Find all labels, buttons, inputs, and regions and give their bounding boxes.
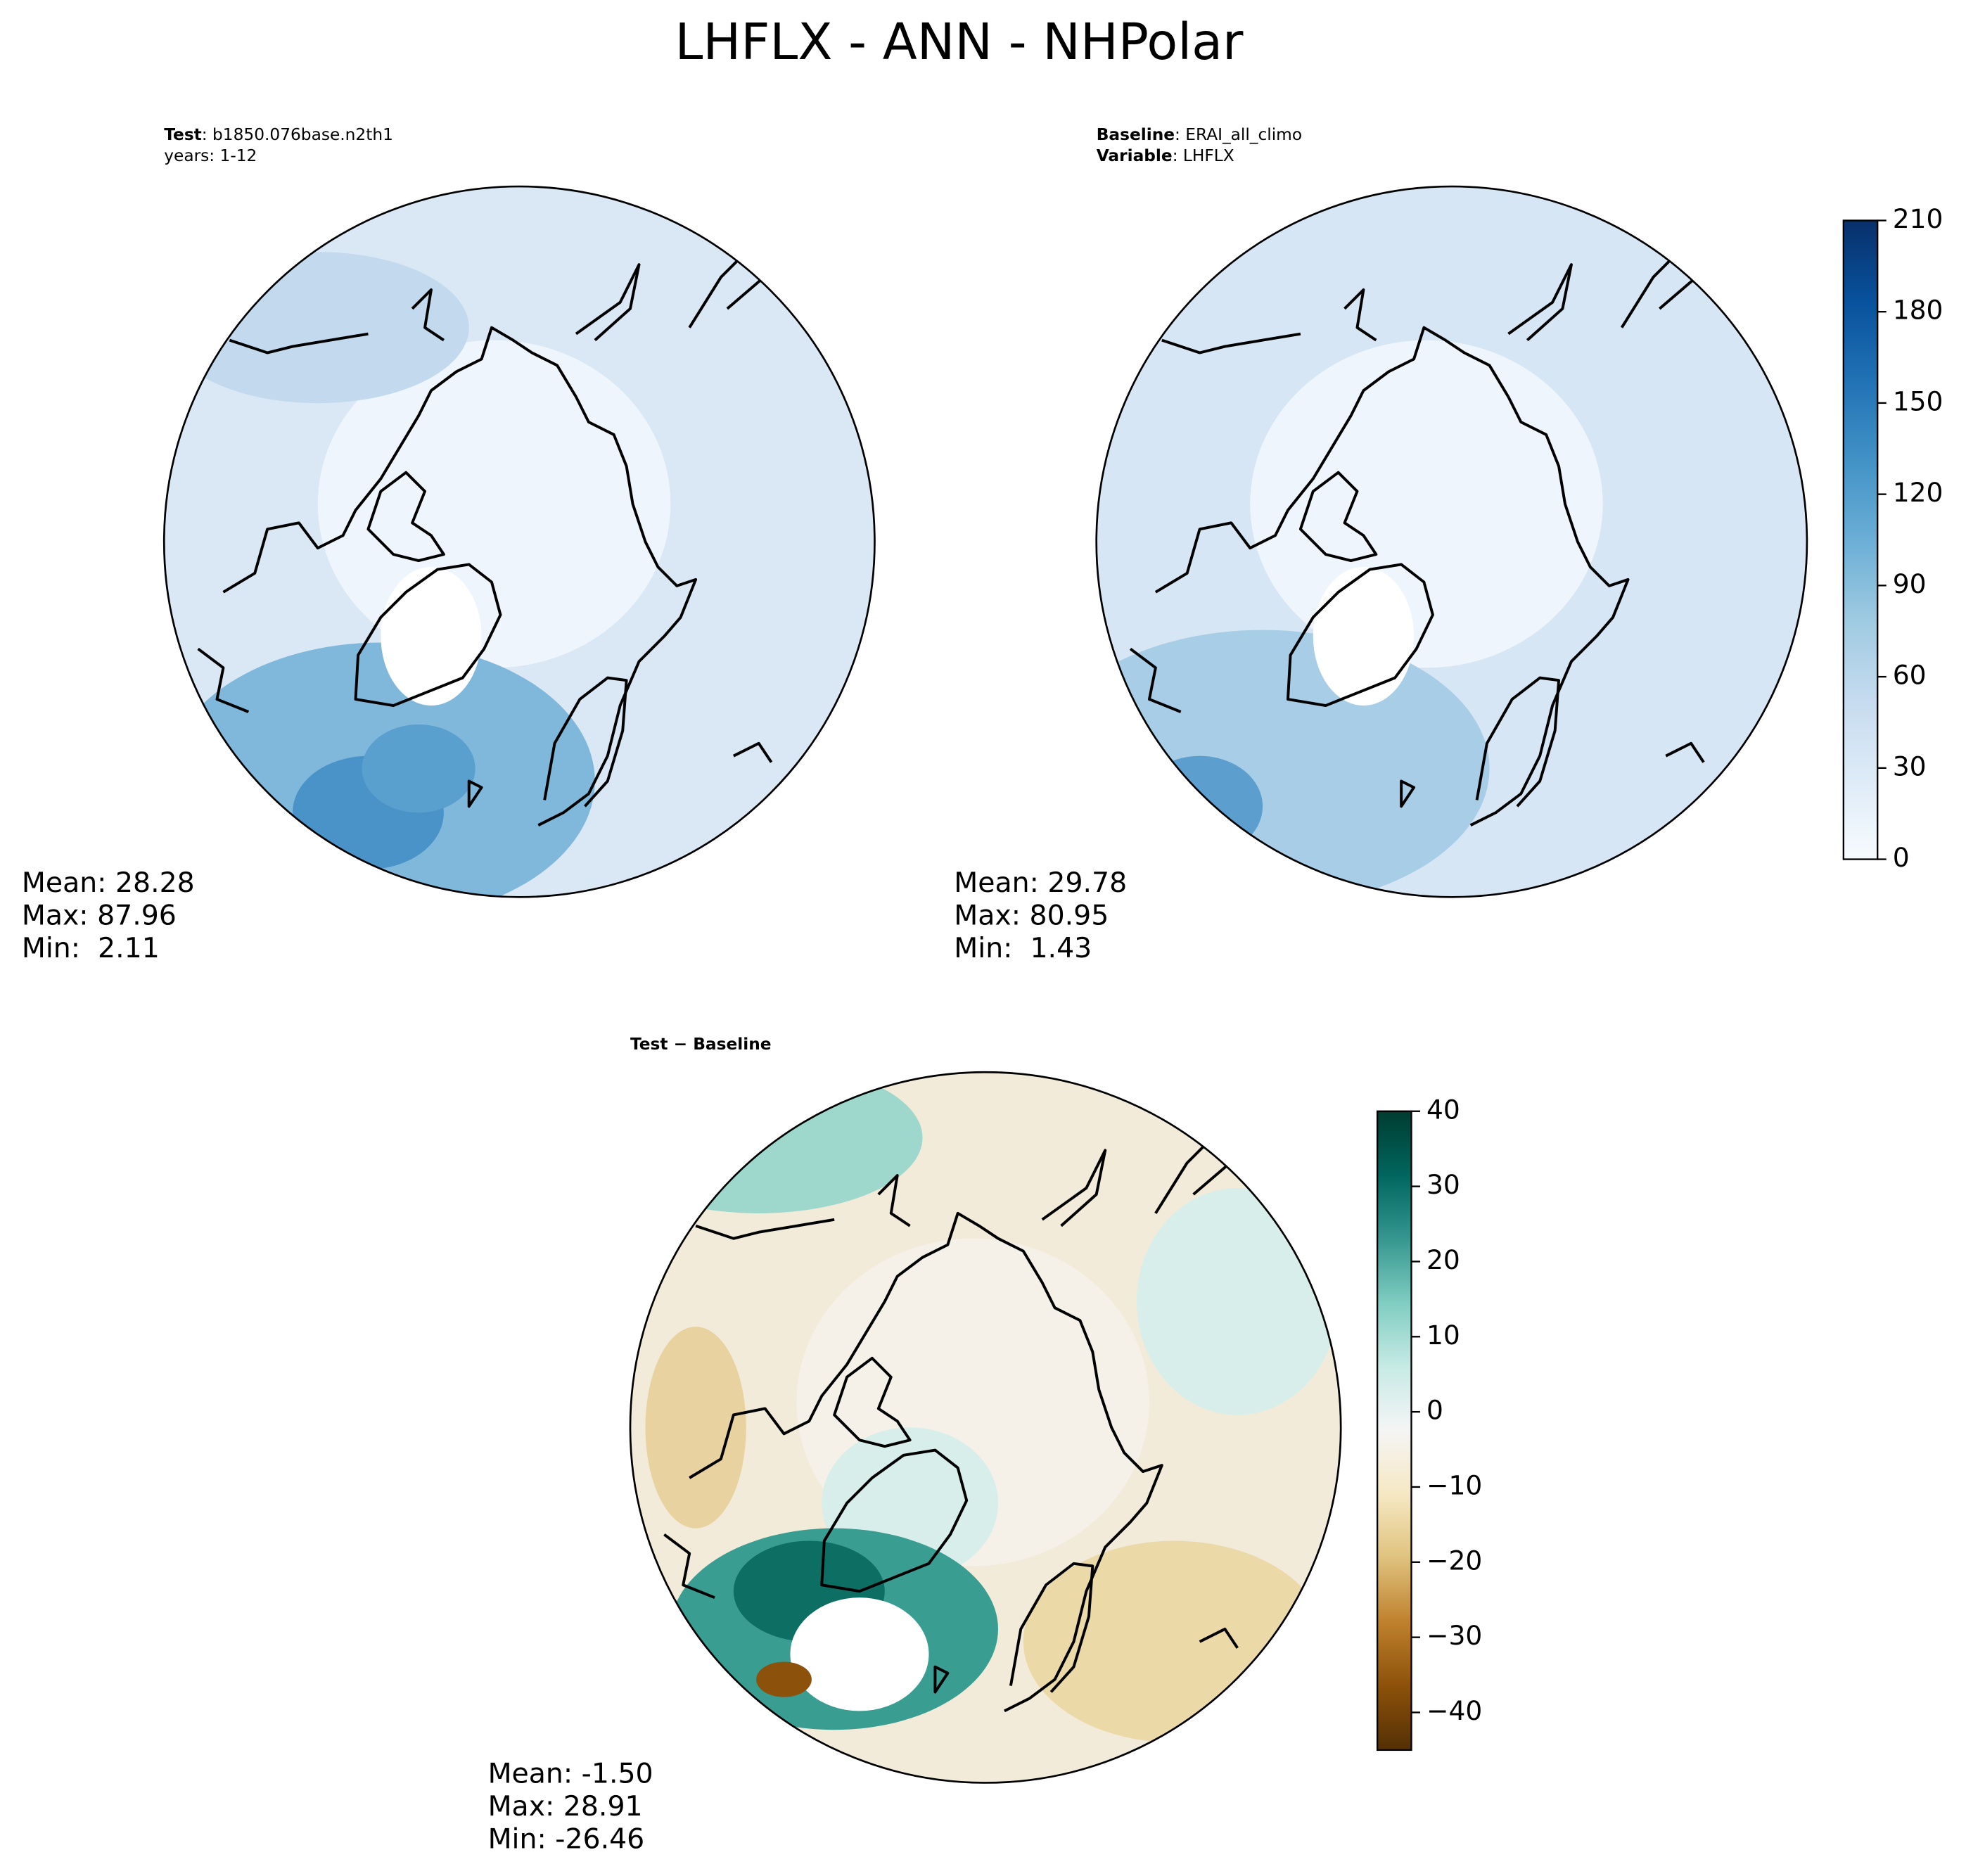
colorbar-tick-label: −40 [1426, 1695, 1482, 1726]
header-text: : b1850.076base.n2th1 [202, 125, 393, 144]
colorbar-tick-label: 60 [1893, 660, 1927, 691]
map-baseline [1095, 185, 1808, 898]
colorbar-tick-label: 40 [1426, 1094, 1460, 1125]
colorbar-tick-label: −20 [1426, 1545, 1482, 1576]
panel-header: Baseline: ERAI_all_climo [1097, 125, 1302, 144]
stat-line: Min: 1.43 [954, 932, 1092, 964]
header-label: Test [164, 125, 202, 144]
colorbar-tick-label: −10 [1426, 1469, 1482, 1500]
map-test [162, 185, 876, 898]
colorbar-tick-label: 210 [1893, 203, 1943, 234]
stat-line: Mean: 29.78 [954, 867, 1127, 899]
colorbar [1376, 1110, 1412, 1751]
stat-line: Min: 2.11 [22, 932, 160, 964]
stat-line: Min: -26.46 [488, 1823, 645, 1856]
stat-line: Mean: 28.28 [22, 867, 195, 899]
colorbar-tick-label: 180 [1893, 295, 1943, 326]
header-label: Variable [1097, 146, 1173, 165]
colorbar-tick-label: 20 [1426, 1244, 1460, 1275]
stat-line: Mean: -1.50 [488, 1757, 653, 1789]
panel-header: Test: b1850.076base.n2th1 [164, 125, 393, 144]
colorbar-tick-label: 10 [1426, 1320, 1460, 1351]
panel-header: Test − Baseline [630, 1035, 772, 1054]
header-label: Test − Baseline [630, 1035, 772, 1054]
colorbar-tick-label: 30 [1426, 1169, 1460, 1200]
colorbar-tick-label: −30 [1426, 1620, 1482, 1651]
stat-line: Max: 87.96 [22, 900, 177, 932]
header-text: : LHFLX [1173, 146, 1234, 165]
colorbar [1842, 219, 1879, 860]
stat-line: Max: 80.95 [954, 900, 1109, 932]
colorbar-tick-label: 0 [1893, 842, 1910, 873]
colorbar-tick-label: 120 [1893, 477, 1943, 508]
header-text: years: 1-12 [164, 146, 257, 165]
panel-header: Variable: LHFLX [1097, 146, 1234, 165]
panel-header: years: 1-12 [164, 146, 257, 165]
colorbar-tick-label: 30 [1893, 751, 1927, 781]
colorbar-tick-label: 90 [1893, 568, 1927, 599]
figure-title: LHFLX - ANN - NHPolar [675, 13, 1244, 71]
header-text: : ERAI_all_climo [1175, 125, 1302, 144]
colorbar-tick-label: 0 [1426, 1395, 1443, 1426]
stat-line: Max: 28.91 [488, 1790, 643, 1823]
header-label: Baseline [1097, 125, 1175, 144]
colorbar-tick-label: 150 [1893, 385, 1943, 416]
map-difference [629, 1071, 1342, 1784]
